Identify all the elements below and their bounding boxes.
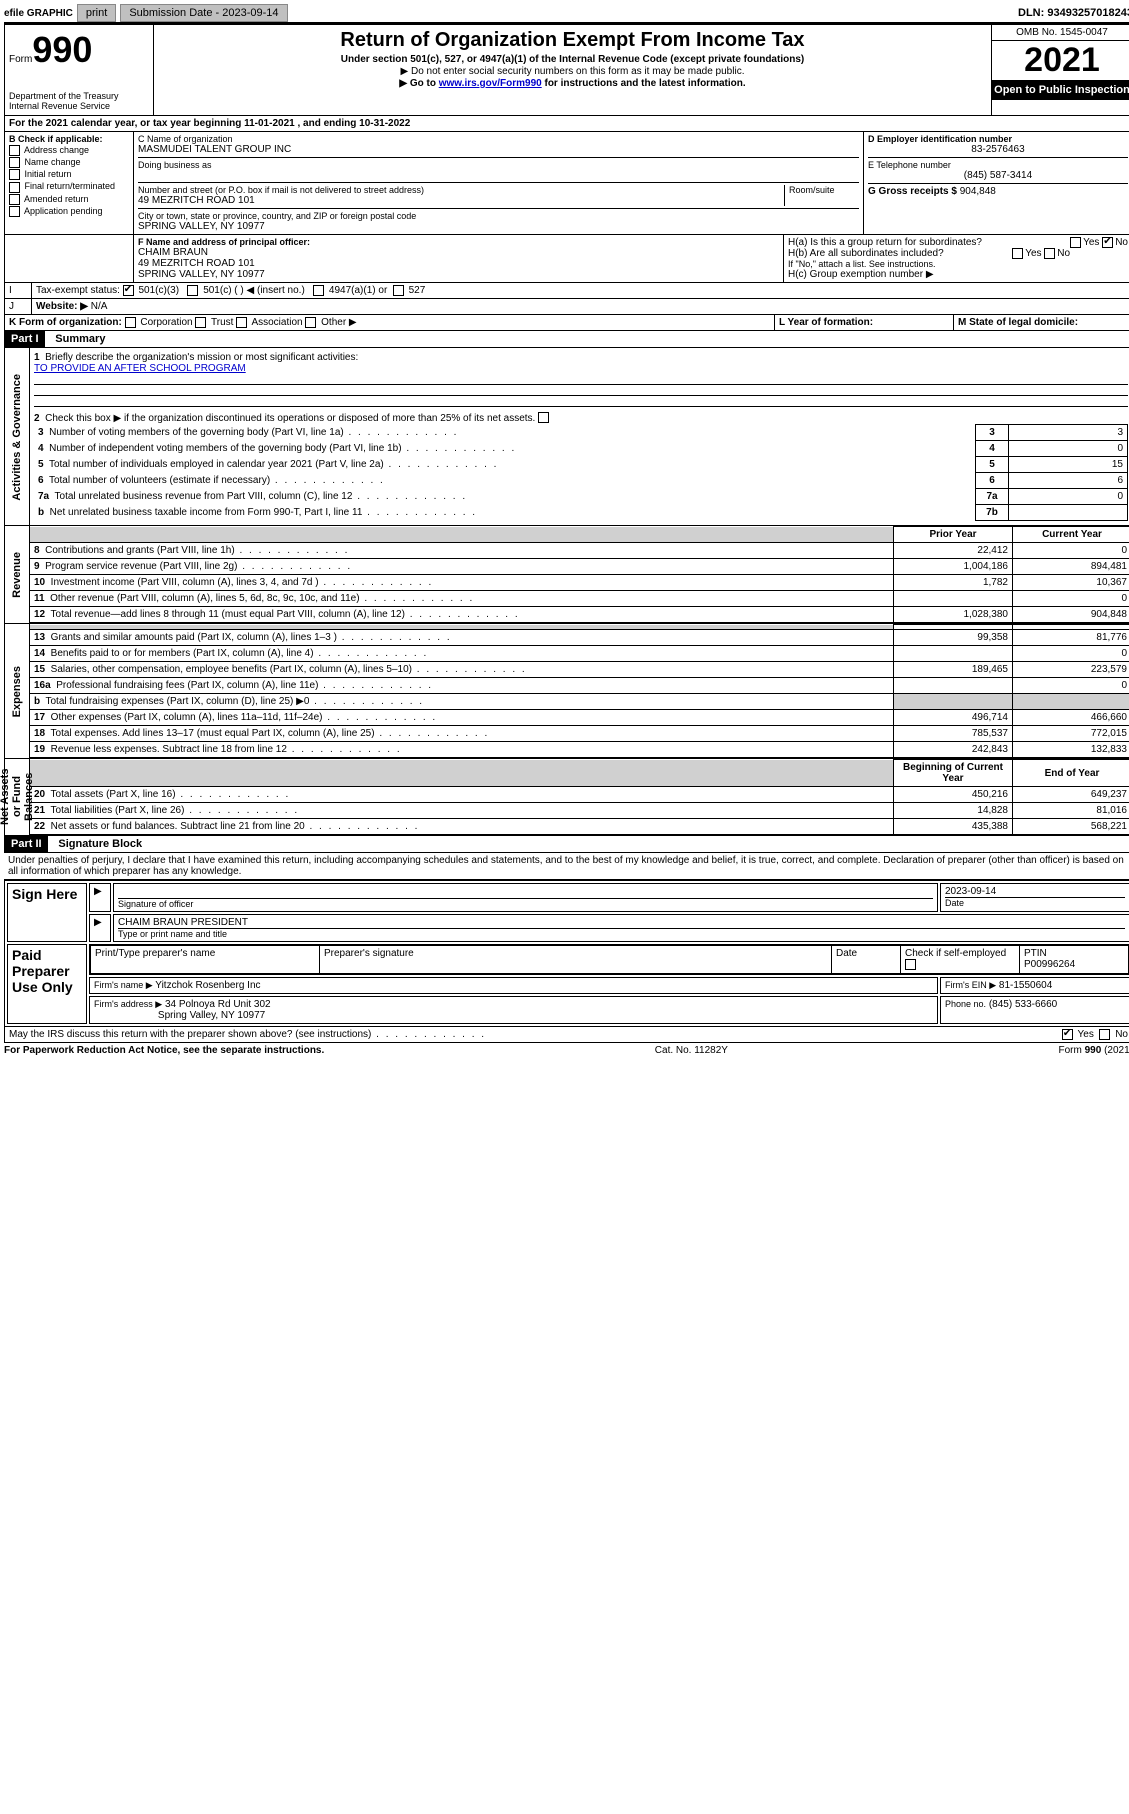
ij-row: I Tax-exempt status: 501(c)(3) 501(c) ( … bbox=[4, 283, 1129, 299]
revenue-table: Prior YearCurrent Year8 Contributions an… bbox=[30, 526, 1129, 623]
top-bar: efile GRAPHIC print Submission Date - 20… bbox=[4, 4, 1129, 24]
501c3-checkbox[interactable] bbox=[123, 285, 134, 296]
ha-yes-checkbox[interactable] bbox=[1070, 237, 1081, 248]
klm-row: K Form of organization: Corporation Trus… bbox=[4, 315, 1129, 331]
part1-header: Part I bbox=[5, 331, 45, 347]
phone: (845) 587-3414 bbox=[868, 170, 1128, 181]
subtitle-3: ▶ Go to www.irs.gov/Form990 for instruct… bbox=[160, 78, 985, 89]
discuss-no-checkbox[interactable] bbox=[1099, 1029, 1110, 1040]
dln-label: DLN: 93493257018243 bbox=[1018, 7, 1129, 19]
org-city: SPRING VALLEY, NY 10977 bbox=[138, 221, 859, 232]
dept-label: Department of the Treasury Internal Reve… bbox=[9, 91, 149, 111]
part2-title: Signature Block bbox=[58, 838, 142, 850]
ein: 83-2576463 bbox=[868, 144, 1128, 155]
title-block: Return of Organization Exempt From Incom… bbox=[154, 25, 991, 115]
line-a: For the 2021 calendar year, or tax year … bbox=[4, 116, 1129, 132]
submission-date-button[interactable]: Submission Date - 2023-09-14 bbox=[120, 4, 287, 22]
expenses-table: 13 Grants and similar amounts paid (Part… bbox=[30, 624, 1129, 758]
firm-ein: 81-1550604 bbox=[999, 980, 1052, 991]
year-box: OMB No. 1545-0047 2021 Open to Public In… bbox=[991, 25, 1129, 115]
subtitle-2: ▶ Do not enter social security numbers o… bbox=[160, 66, 985, 77]
org-name: MASMUDEI TALENT GROUP INC bbox=[138, 144, 859, 155]
box-c: C Name of organization MASMUDEI TALENT G… bbox=[134, 132, 864, 234]
box-b: B Check if applicable: Address change Na… bbox=[5, 132, 134, 234]
gross-receipts: 904,848 bbox=[960, 186, 996, 197]
declaration-text: Under penalties of perjury, I declare th… bbox=[4, 853, 1129, 879]
officer-name-title: CHAIM BRAUN PRESIDENT bbox=[118, 917, 1125, 928]
revenue-section: Revenue Prior YearCurrent Year8 Contribu… bbox=[4, 526, 1129, 624]
form-number-block: Form990 Department of the Treasury Inter… bbox=[5, 25, 154, 115]
firm-name: Yitzchok Rosenberg Inc bbox=[155, 980, 260, 991]
part1-title: Summary bbox=[55, 333, 105, 345]
footer: For Paperwork Reduction Act Notice, see … bbox=[4, 1043, 1129, 1058]
signature-table: Sign Here ▶ Signature of officer 2023-09… bbox=[4, 879, 1129, 1026]
header-grid: B Check if applicable: Address change Na… bbox=[4, 132, 1129, 235]
netassets-table: Beginning of Current YearEnd of Year20 T… bbox=[30, 759, 1129, 835]
form-title: Return of Organization Exempt From Incom… bbox=[160, 29, 985, 52]
instructions-link[interactable]: www.irs.gov/Form990 bbox=[439, 78, 542, 89]
hb-no-checkbox[interactable] bbox=[1044, 248, 1055, 259]
discuss-yes-checkbox[interactable] bbox=[1062, 1029, 1073, 1040]
form-word: Form bbox=[9, 54, 32, 65]
org-address: 49 MEZRITCH ROAD 101 bbox=[138, 195, 784, 206]
governance-table: 3 Number of voting members of the govern… bbox=[34, 424, 1128, 521]
website: N/A bbox=[91, 301, 108, 312]
form-header: Form990 Department of the Treasury Inter… bbox=[4, 24, 1129, 116]
officer-name: CHAIM BRAUN bbox=[138, 247, 779, 258]
tax-year: 2021 bbox=[992, 41, 1129, 80]
print-button[interactable]: print bbox=[77, 4, 116, 22]
preparer-phone: (845) 533-6660 bbox=[989, 999, 1057, 1010]
part2-header: Part II bbox=[5, 836, 48, 852]
open-inspection: Open to Public Inspection bbox=[992, 80, 1129, 100]
omb-number: OMB No. 1545-0047 bbox=[992, 25, 1129, 41]
form-number: 990 bbox=[32, 29, 92, 70]
mission-text: TO PROVIDE AN AFTER SCHOOL PROGRAM bbox=[34, 363, 1128, 374]
subtitle-1: Under section 501(c), 527, or 4947(a)(1)… bbox=[160, 54, 985, 65]
ptin: P00996264 bbox=[1024, 959, 1075, 970]
fh-row: F Name and address of principal officer:… bbox=[4, 235, 1129, 283]
discuss-row: May the IRS discuss this return with the… bbox=[4, 1027, 1129, 1043]
expenses-section: Expenses 13 Grants and similar amounts p… bbox=[4, 624, 1129, 759]
box-deg: D Employer identification number 83-2576… bbox=[864, 132, 1129, 234]
ha-no-checkbox[interactable] bbox=[1102, 237, 1113, 248]
hb-yes-checkbox[interactable] bbox=[1012, 248, 1023, 259]
governance-section: Activities & Governance 1 Briefly descri… bbox=[4, 348, 1129, 526]
efile-label: efile GRAPHIC bbox=[4, 8, 73, 19]
netassets-section: Net Assets or Fund Balances Beginning of… bbox=[4, 759, 1129, 836]
